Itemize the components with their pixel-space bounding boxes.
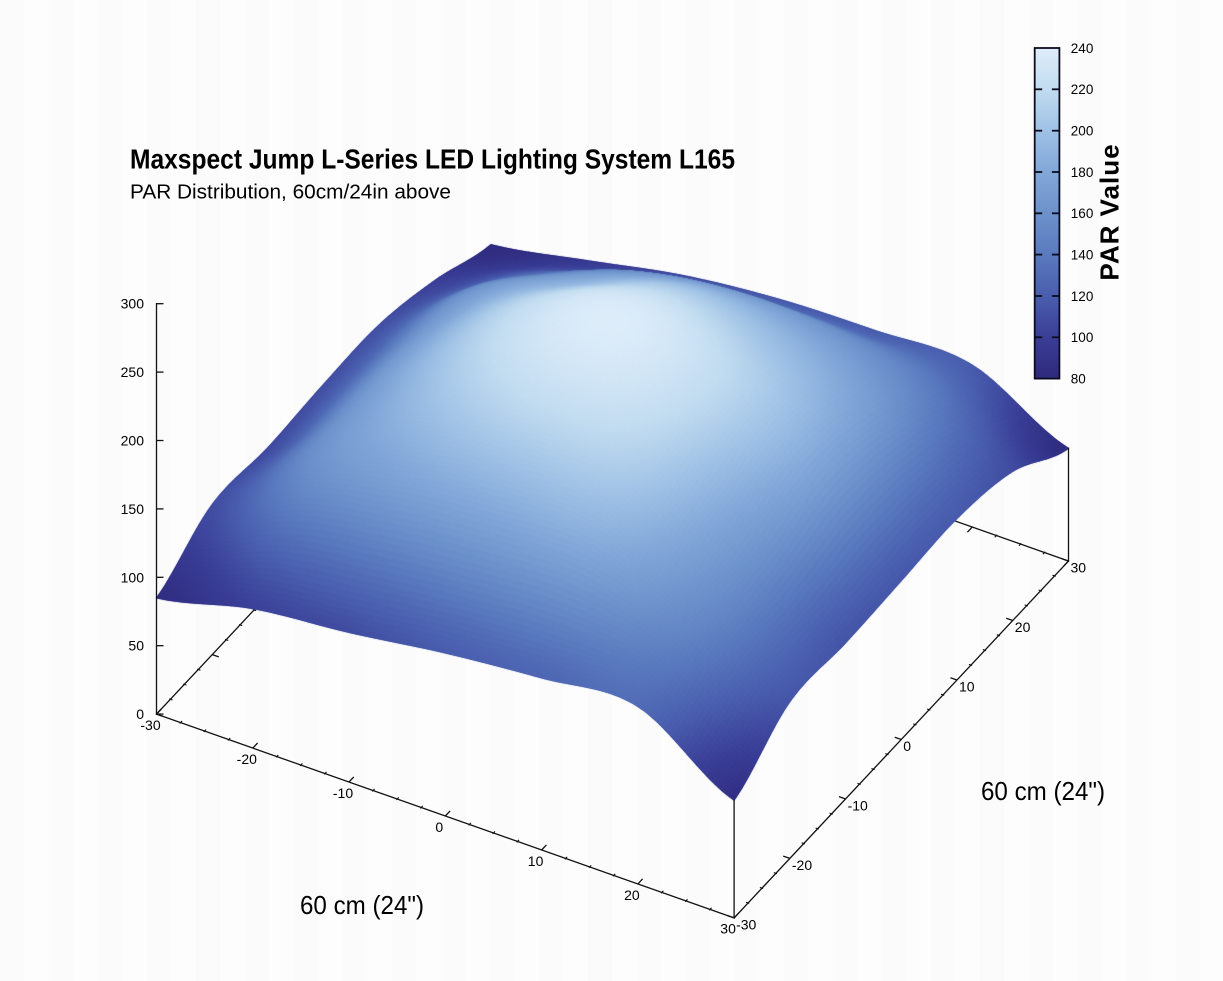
- svg-text:30: 30: [1071, 560, 1087, 576]
- svg-text:200: 200: [1071, 124, 1094, 139]
- svg-text:220: 220: [1071, 82, 1094, 97]
- svg-text:30: 30: [720, 921, 736, 937]
- svg-text:100: 100: [121, 569, 145, 585]
- svg-text:140: 140: [1071, 248, 1094, 263]
- svg-text:150: 150: [121, 501, 145, 517]
- svg-text:PAR Distribution, 60cm/24in ab: PAR Distribution, 60cm/24in above: [130, 182, 451, 204]
- svg-text:-10: -10: [333, 785, 353, 801]
- svg-text:200: 200: [121, 433, 145, 449]
- svg-text:240: 240: [1071, 41, 1094, 56]
- svg-text:300: 300: [121, 296, 145, 312]
- svg-text:60 cm (24"): 60 cm (24"): [981, 776, 1105, 806]
- svg-text:PAR Value: PAR Value: [1095, 143, 1125, 280]
- svg-text:Maxspect Jump L-Series LED Lig: Maxspect Jump L-Series LED Lighting Syst…: [130, 144, 735, 175]
- svg-text:120: 120: [1071, 289, 1094, 304]
- svg-text:-20: -20: [237, 751, 257, 767]
- svg-text:10: 10: [959, 679, 975, 695]
- svg-text:100: 100: [1071, 330, 1094, 345]
- svg-text:50: 50: [128, 638, 144, 654]
- svg-text:60 cm (24"): 60 cm (24"): [300, 890, 424, 920]
- svg-text:10: 10: [528, 853, 544, 869]
- svg-text:80: 80: [1071, 372, 1086, 387]
- svg-text:20: 20: [624, 887, 640, 903]
- svg-text:160: 160: [1071, 206, 1094, 221]
- svg-text:0: 0: [435, 819, 443, 835]
- svg-text:250: 250: [121, 364, 145, 380]
- svg-text:-30: -30: [140, 717, 160, 733]
- svg-text:-30: -30: [736, 916, 756, 932]
- svg-text:0: 0: [903, 738, 911, 754]
- svg-text:20: 20: [1015, 619, 1031, 635]
- svg-text:0: 0: [136, 706, 144, 722]
- svg-text:-10: -10: [848, 798, 868, 814]
- svg-text:-20: -20: [792, 857, 812, 873]
- svg-text:180: 180: [1071, 165, 1094, 180]
